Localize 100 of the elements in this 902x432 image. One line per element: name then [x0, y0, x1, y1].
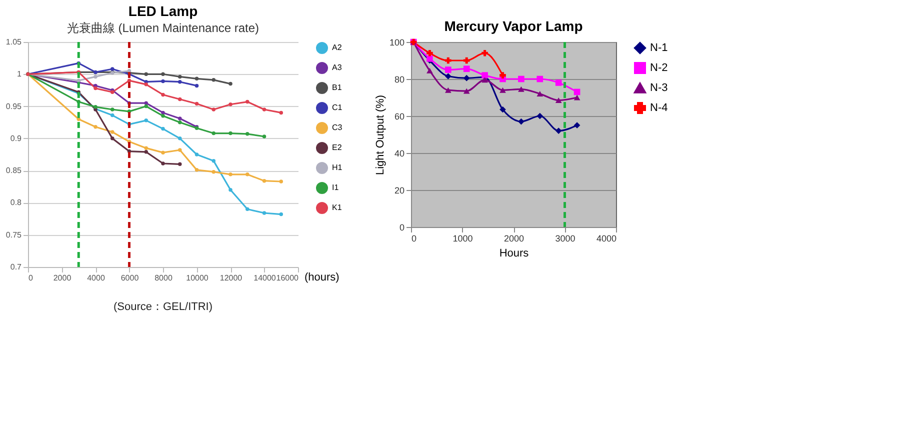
point: [94, 86, 98, 90]
point: [555, 98, 562, 104]
x-axis-title: Hours: [499, 248, 530, 260]
x-tick-label: 0: [412, 234, 417, 244]
point: [518, 118, 524, 125]
x-tick-label: 3000: [555, 234, 576, 244]
point: [518, 86, 524, 92]
point: [463, 88, 470, 94]
y-tick-label: 0.95: [6, 102, 22, 111]
point: [279, 110, 283, 115]
point: [228, 82, 232, 86]
point: [536, 76, 544, 82]
point: [144, 150, 148, 154]
point: [144, 104, 148, 108]
point: [178, 74, 182, 79]
point: [110, 67, 114, 71]
y-axis-title: Light Output (%): [374, 94, 386, 176]
point: [194, 84, 199, 88]
y-tick-label: 1: [17, 70, 22, 79]
point: [178, 136, 182, 140]
point: [178, 116, 182, 120]
point: [110, 130, 114, 134]
legend-label: E2: [332, 143, 342, 152]
point: [144, 72, 148, 76]
x-tick-label: 2000: [53, 274, 72, 282]
x-tick-label: 12000: [220, 274, 243, 282]
point: [144, 146, 148, 150]
point: [574, 94, 580, 100]
point: [94, 124, 98, 129]
point: [144, 82, 148, 86]
y-tick-label: 0.7: [10, 262, 22, 272]
point: [212, 78, 216, 82]
point: [482, 77, 488, 83]
legend-label: I1: [332, 183, 340, 192]
x-tick-label: 4000: [87, 274, 106, 282]
point: [161, 92, 165, 97]
legend-label: B1: [332, 83, 342, 92]
y-tick-label: 0.9: [10, 134, 22, 143]
point: [262, 134, 266, 138]
legend-label: N-3: [650, 82, 668, 94]
point: [262, 211, 266, 215]
point: [161, 79, 165, 84]
point: [482, 50, 488, 56]
point: [262, 108, 266, 112]
point: [444, 73, 452, 80]
point: [161, 162, 165, 166]
x-tick-label: 6000: [120, 274, 140, 282]
point: [94, 74, 98, 79]
point: [279, 212, 283, 216]
x-tick-label: 14000: [254, 274, 276, 282]
point: [279, 180, 283, 184]
point: [574, 122, 580, 128]
legend-label: A2: [332, 43, 342, 52]
legend-label: C3: [332, 123, 343, 132]
x-tick-label: 16000: [276, 274, 300, 282]
point: [246, 207, 250, 212]
point: [228, 172, 232, 176]
x-tick-label: 4000: [596, 234, 616, 244]
point: [161, 126, 165, 131]
x-axis-title: (hours): [304, 272, 340, 284]
point: [426, 50, 433, 56]
point: [194, 76, 199, 81]
point: [463, 74, 470, 82]
legend-label: A3: [332, 63, 342, 72]
point: [161, 110, 165, 115]
point: [178, 97, 182, 102]
y-tick-label: 80: [394, 74, 404, 84]
point: [144, 101, 148, 105]
point: [212, 170, 216, 174]
point: [518, 76, 524, 82]
point: [110, 136, 114, 140]
legend-label: C1: [332, 103, 343, 112]
legend-label: N-2: [650, 62, 668, 74]
chart-title: LED Lamp: [128, 3, 198, 19]
point: [555, 128, 562, 134]
point: [574, 88, 580, 96]
x-tick-label: 1000: [452, 234, 473, 244]
point: [228, 102, 232, 106]
point: [161, 150, 165, 154]
point: [500, 72, 506, 78]
point: [555, 80, 562, 86]
point: [110, 113, 114, 118]
y-tick-label: 0: [399, 222, 404, 232]
point: [500, 106, 506, 113]
x-tick-label: 0: [28, 274, 34, 282]
point: [500, 87, 506, 93]
y-tick-label: 100: [389, 38, 404, 48]
point: [246, 172, 250, 176]
y-tick-label: 1.05: [6, 38, 22, 46]
point: [536, 91, 544, 97]
point: [178, 80, 182, 84]
chart-subtitle: 光衰曲線 (Lumen Maintenance rate): [66, 21, 260, 35]
point: [246, 100, 250, 104]
point: [426, 68, 433, 74]
y-tick-label: 0.8: [10, 198, 22, 208]
point: [463, 57, 470, 64]
point: [194, 102, 199, 106]
point: [228, 188, 232, 192]
point: [194, 168, 199, 172]
point: [444, 66, 452, 73]
